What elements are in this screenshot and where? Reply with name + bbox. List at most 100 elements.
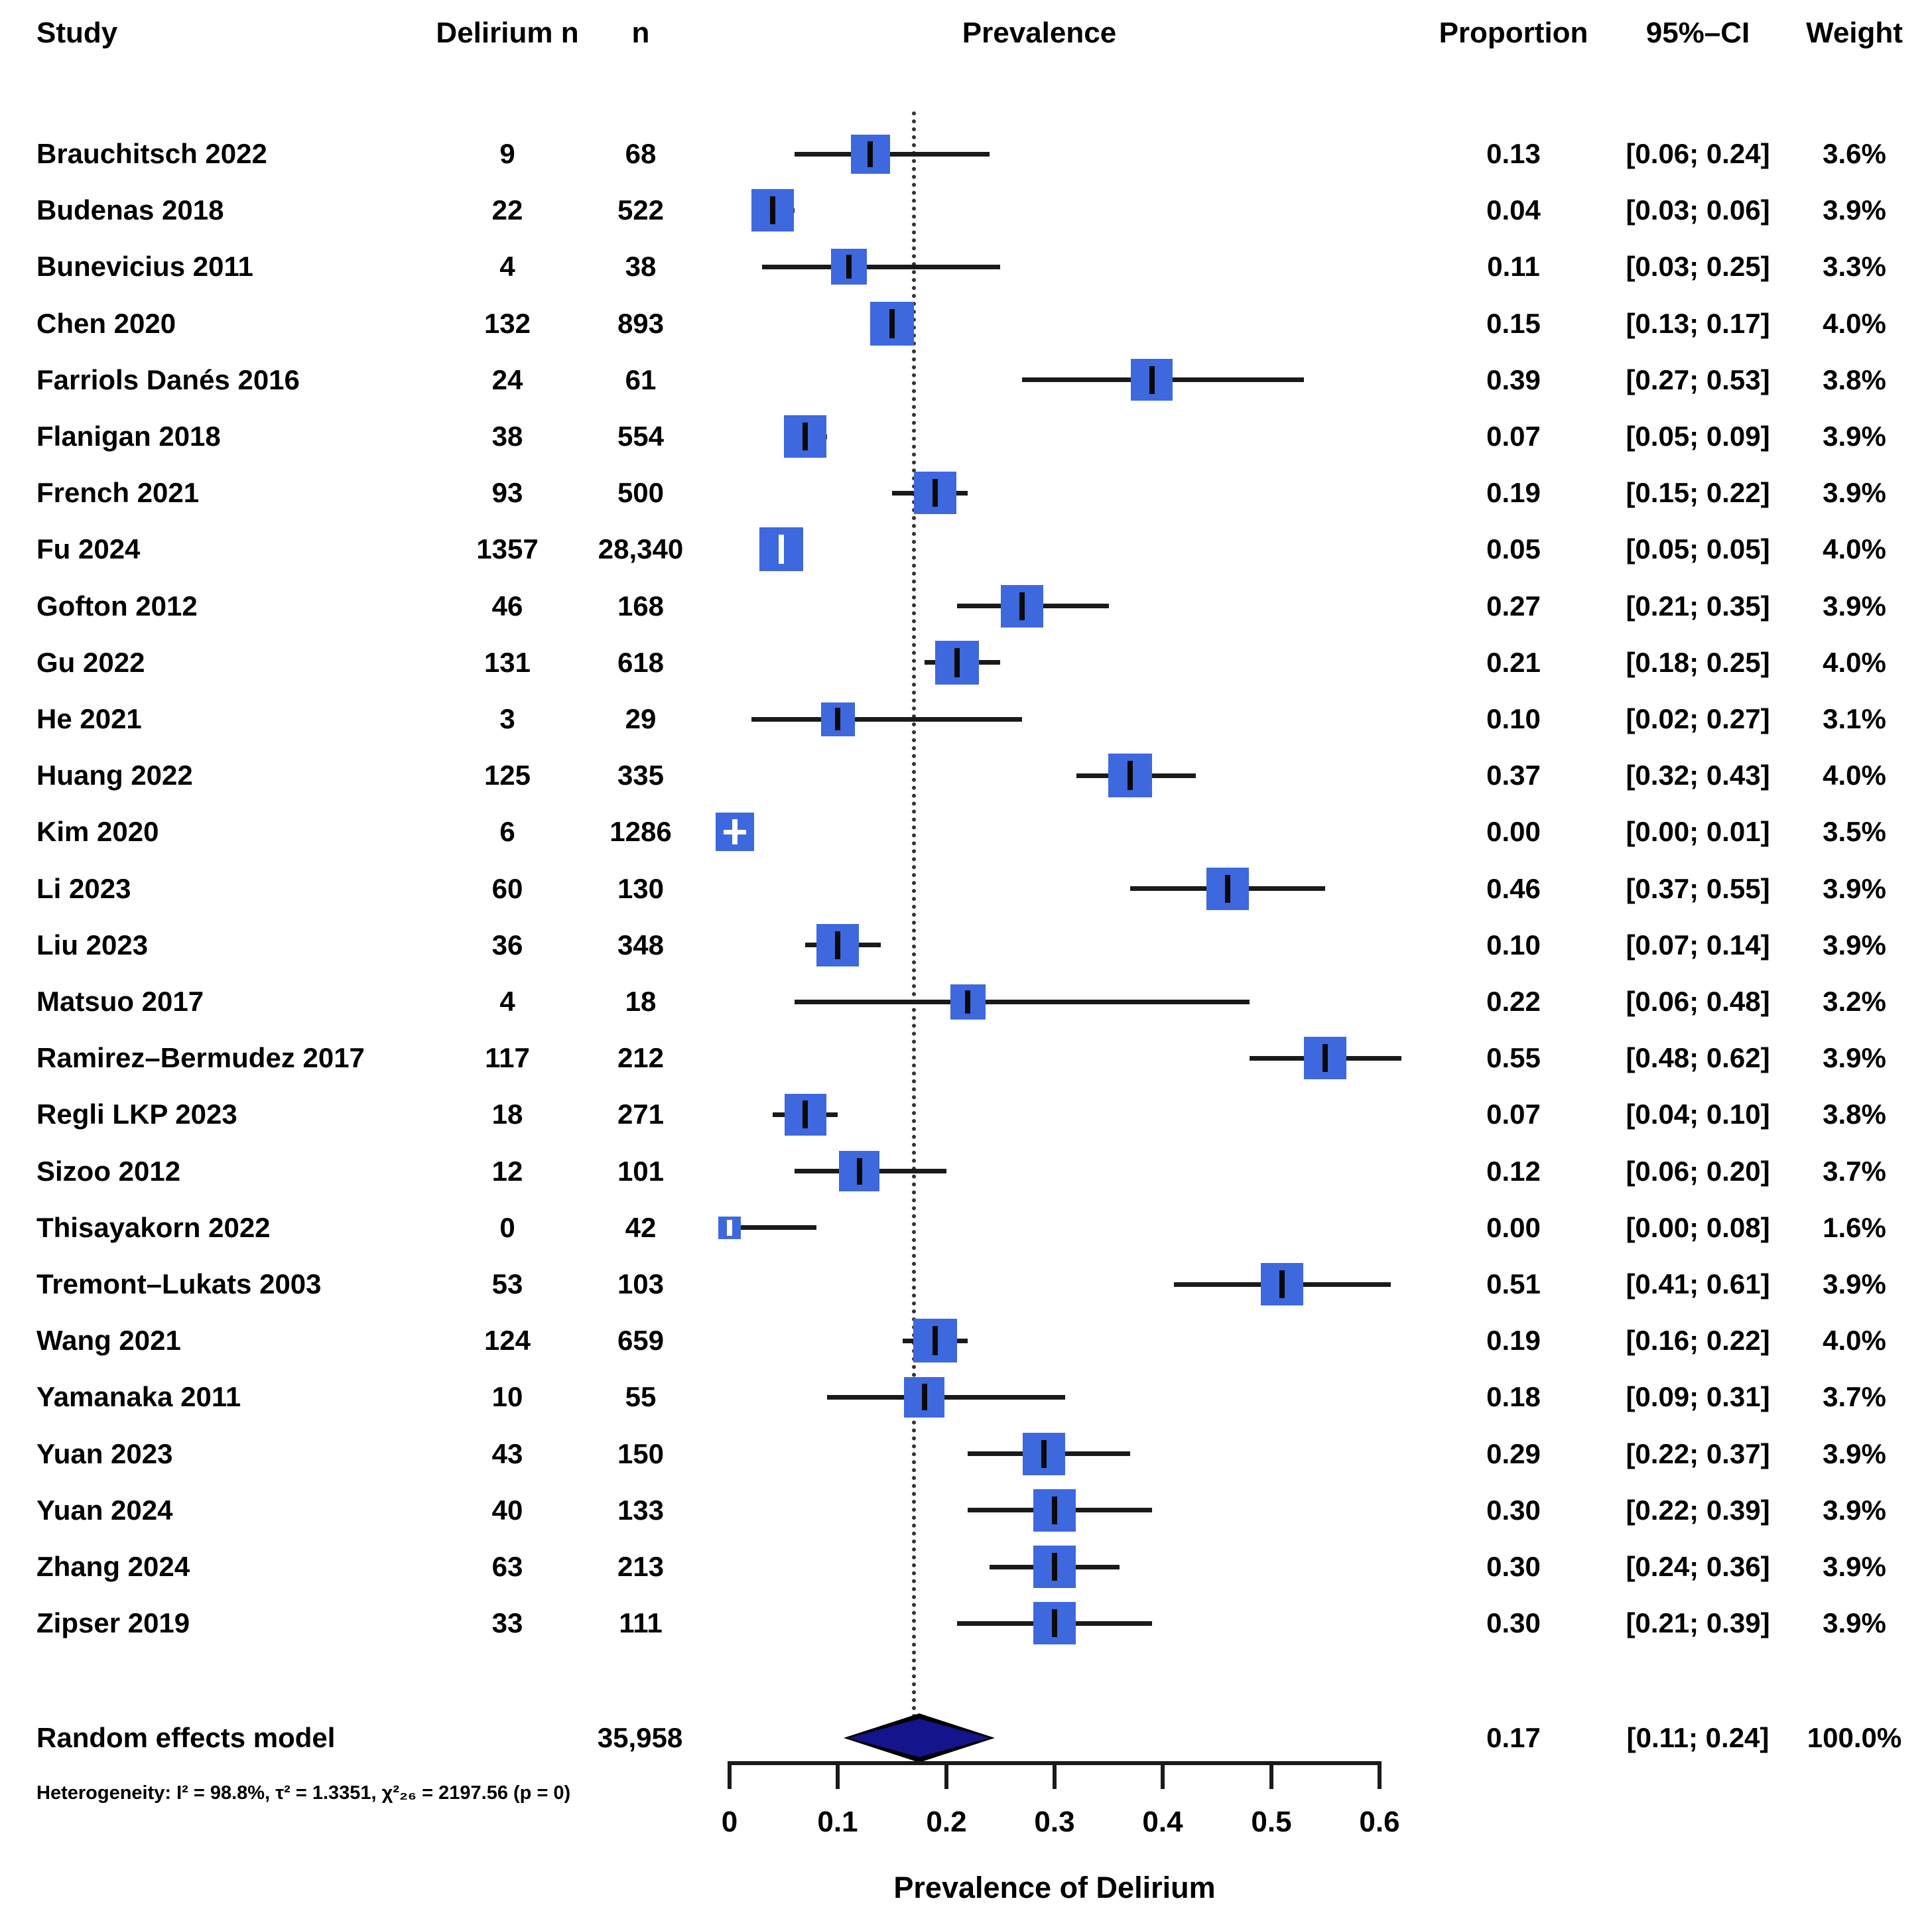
n-value: 522 (617, 194, 665, 226)
proportion-value: 0.30 (1486, 1494, 1541, 1526)
column-header-95ci: 95%–CI (1645, 17, 1750, 49)
n-value: 335 (617, 760, 665, 791)
marker-center-tick (933, 1326, 938, 1355)
study-label: Brauchitsch 2022 (36, 138, 267, 169)
ci-value: [0.41; 0.61] (1626, 1268, 1770, 1299)
delirium-n-value: 117 (485, 1042, 530, 1073)
marker-center-tick (954, 648, 960, 677)
study-label: Chen 2020 (36, 308, 176, 339)
study-label: Tremont–Lukats 2003 (36, 1268, 322, 1299)
study-label: Gofton 2012 (36, 590, 198, 622)
n-value: 61 (625, 364, 657, 395)
ci-value: [0.03; 0.25] (1626, 251, 1770, 282)
weight-value: 3.8% (1823, 1098, 1886, 1130)
delirium-n-value: 24 (491, 364, 523, 395)
ci-value: [0.21; 0.39] (1626, 1607, 1770, 1638)
proportion-value: 0.19 (1486, 477, 1541, 508)
weight-value: 3.9% (1823, 1438, 1886, 1469)
proportion-value: 0.46 (1486, 873, 1541, 904)
column-header-n: n (631, 17, 650, 49)
delirium-n-value: 38 (491, 421, 523, 452)
x-axis-tick-label: 0.1 (817, 1806, 858, 1838)
confidence-interval-line (751, 717, 1022, 722)
weight-value: 4.0% (1823, 647, 1886, 678)
weight-value: 3.9% (1823, 1268, 1886, 1299)
marker-center-tick (1019, 592, 1025, 620)
study-label: He 2021 (36, 703, 142, 734)
confidence-interval-line (730, 1225, 816, 1230)
weight-value: 4.0% (1823, 308, 1886, 339)
n-value: 38 (625, 251, 657, 282)
ci-value: [0.00; 0.01] (1626, 816, 1770, 847)
delirium-n-value: 4 (499, 986, 515, 1017)
delirium-n-value: 36 (491, 929, 523, 961)
weight-value: 4.0% (1823, 533, 1886, 564)
marker-center-tick (846, 255, 852, 279)
proportion-value: 0.07 (1486, 1098, 1541, 1130)
delirium-n-value: 46 (491, 590, 523, 622)
ci-value: [0.37; 0.55] (1626, 873, 1770, 904)
n-value: 42 (625, 1212, 657, 1243)
ci-value: [0.02; 0.27] (1626, 703, 1770, 734)
x-axis-tick-label: 0.5 (1251, 1806, 1292, 1838)
study-label: Fu 2024 (36, 533, 141, 564)
marker-center-tick (889, 309, 895, 338)
weight-value: 4.0% (1823, 760, 1886, 791)
delirium-n-value: 33 (491, 1607, 523, 1638)
n-value: 271 (617, 1098, 665, 1130)
marker-center-tick (727, 1220, 732, 1236)
study-label: Yamanaka 2011 (36, 1381, 241, 1412)
ci-value: [0.04; 0.10] (1626, 1098, 1770, 1130)
x-axis-tick-label: 0 (721, 1806, 738, 1838)
proportion-value: 0.19 (1486, 1325, 1541, 1356)
n-value: 130 (617, 873, 665, 904)
proportion-value: 0.07 (1486, 421, 1541, 452)
weight-value: 4.0% (1823, 1325, 1886, 1356)
marker-center-tick (1279, 1270, 1285, 1298)
delirium-n-value: 63 (491, 1551, 523, 1582)
proportion-value: 0.11 (1487, 251, 1540, 282)
x-axis-tick (944, 1761, 948, 1789)
proportion-value: 0.51 (1486, 1268, 1541, 1299)
proportion-value: 0.21 (1486, 647, 1541, 678)
study-label: Thisayakorn 2022 (36, 1212, 271, 1243)
proportion-value: 0.00 (1486, 1212, 1541, 1243)
study-label: Regli LKP 2023 (36, 1098, 237, 1130)
delirium-n-value: 125 (483, 760, 531, 791)
proportion-value: 0.39 (1486, 364, 1541, 395)
delirium-n-value: 6 (499, 816, 515, 847)
n-value: 554 (617, 421, 665, 452)
ci-value: [0.05; 0.09] (1626, 421, 1770, 452)
ci-value: [0.24; 0.36] (1626, 1551, 1770, 1582)
marker-center-tick (1041, 1440, 1047, 1468)
n-value: 101 (617, 1156, 665, 1187)
study-label: Huang 2022 (36, 760, 193, 791)
pooled-weight-value: 100.0% (1807, 1722, 1902, 1753)
delirium-n-value: 131 (483, 647, 531, 678)
confidence-interval-line (795, 1000, 1250, 1004)
marker-center-tick (933, 479, 938, 507)
proportion-value: 0.12 (1486, 1156, 1541, 1187)
marker-center-tick (835, 931, 840, 959)
proportion-value: 0.13 (1486, 138, 1541, 169)
weight-value: 1.6% (1823, 1212, 1886, 1243)
marker-center-tick (1052, 1609, 1057, 1637)
n-value: 618 (617, 647, 665, 678)
proportion-value: 0.55 (1486, 1042, 1541, 1073)
pooled-diamond (849, 1719, 990, 1757)
study-label: Li 2023 (36, 873, 131, 904)
n-value: 212 (617, 1042, 665, 1073)
study-label: Yuan 2024 (36, 1494, 173, 1526)
weight-value: 3.9% (1823, 590, 1886, 622)
column-header-prevalence: Prevalence (962, 17, 1117, 49)
n-value: 55 (625, 1381, 657, 1412)
marker-center-tick (857, 1158, 862, 1185)
n-value: 500 (617, 477, 665, 508)
x-axis-tick (836, 1761, 840, 1789)
study-label: Wang 2021 (36, 1325, 181, 1356)
x-axis-tick (1053, 1761, 1057, 1789)
marker-center-tick (779, 535, 784, 564)
weight-value: 3.6% (1823, 138, 1886, 169)
confidence-interval-line (795, 152, 990, 157)
